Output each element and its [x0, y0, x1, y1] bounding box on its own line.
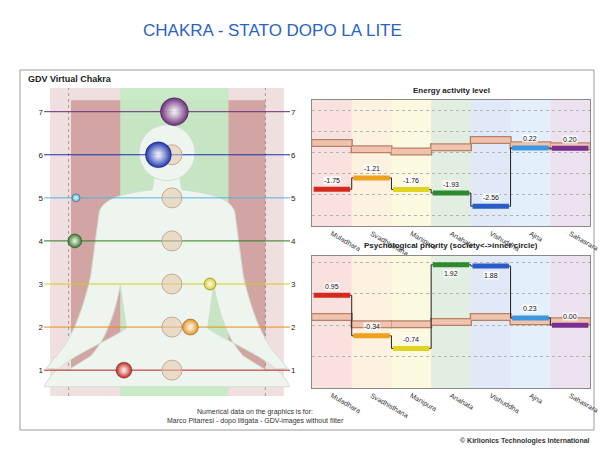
svg-text:2: 2 [291, 323, 296, 332]
svg-text:© Kirlionics Technologies Inte: © Kirlionics Technologies International [460, 437, 590, 445]
svg-text:Sahasrara: Sahasrara [568, 392, 600, 414]
svg-text:CHAKRA - STATO DOPO LA LITE: CHAKRA - STATO DOPO LA LITE [143, 21, 402, 40]
svg-text:Svadhisthana: Svadhisthana [369, 230, 409, 257]
svg-text:3: 3 [39, 280, 44, 289]
svg-text:Anahata: Anahata [449, 230, 475, 249]
svg-text:Marco Pitarresi - dopo litigat: Marco Pitarresi - dopo litigata - GDV-im… [167, 417, 344, 425]
svg-text:Muladhara: Muladhara [330, 230, 362, 253]
svg-text:0.00: 0.00 [563, 313, 577, 320]
svg-text:Vishuddha: Vishuddha [488, 230, 520, 253]
svg-text:2: 2 [39, 323, 44, 332]
svg-text:4: 4 [291, 237, 296, 246]
svg-text:3: 3 [291, 280, 296, 289]
svg-text:-1.21: -1.21 [364, 165, 380, 172]
svg-text:-1.76: -1.76 [403, 177, 419, 184]
svg-text:Vishuddha: Vishuddha [488, 392, 520, 415]
svg-text:1.88: 1.88 [484, 272, 498, 279]
svg-text:4: 4 [39, 237, 44, 246]
svg-text:-1.75: -1.75 [324, 177, 340, 184]
svg-text:7: 7 [291, 107, 296, 116]
svg-text:Ajna: Ajna [528, 392, 544, 406]
svg-text:-1.93: -1.93 [443, 181, 459, 188]
svg-text:Anahata: Anahata [449, 392, 475, 411]
svg-text:0.22: 0.22 [523, 135, 537, 142]
svg-text:6: 6 [291, 151, 296, 160]
svg-text:Numerical data on the graphics: Numerical data on the graphics is for: [197, 408, 313, 416]
svg-text:5: 5 [39, 194, 44, 203]
svg-text:Manipura: Manipura [409, 392, 438, 414]
svg-text:1: 1 [39, 366, 44, 375]
svg-text:Muladhara: Muladhara [330, 392, 362, 415]
svg-text:6: 6 [39, 151, 44, 160]
svg-text:0.20: 0.20 [563, 136, 577, 143]
svg-text:Energy activity level: Energy activity level [413, 86, 490, 95]
svg-text:1.92: 1.92 [444, 270, 458, 277]
svg-text:Svadhisthana: Svadhisthana [369, 392, 409, 419]
svg-text:Ajna: Ajna [528, 230, 544, 244]
svg-text:Manipura: Manipura [409, 230, 438, 252]
svg-text:-2.56: -2.56 [483, 194, 499, 201]
svg-text:Sahasrara: Sahasrara [568, 230, 600, 252]
svg-text:5: 5 [291, 194, 296, 203]
svg-text:1: 1 [291, 366, 296, 375]
svg-text:-0.74: -0.74 [403, 336, 419, 343]
svg-text:7: 7 [39, 107, 44, 116]
svg-text:0.95: 0.95 [325, 283, 339, 290]
svg-text:0.23: 0.23 [523, 305, 537, 312]
svg-text:GDV Virtual Chakra: GDV Virtual Chakra [28, 74, 112, 84]
svg-text:-0.34: -0.34 [364, 323, 380, 330]
svg-text:Psychological priority (societ: Psychological priority (society<->inner … [364, 241, 538, 250]
